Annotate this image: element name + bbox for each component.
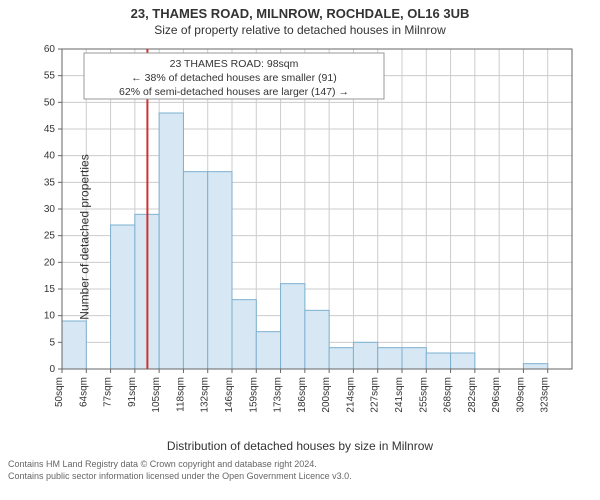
svg-text:64sqm: 64sqm: [78, 377, 89, 407]
footer-line-2: Contains public sector information licen…: [8, 471, 592, 483]
svg-text:132sqm: 132sqm: [200, 377, 211, 413]
svg-text:0: 0: [49, 364, 55, 375]
svg-text:35: 35: [44, 177, 56, 188]
svg-text:159sqm: 159sqm: [248, 377, 259, 413]
title-main: 23, THAMES ROAD, MILNROW, ROCHDALE, OL16…: [0, 0, 600, 21]
svg-text:296sqm: 296sqm: [491, 377, 502, 413]
svg-text:200sqm: 200sqm: [321, 377, 332, 413]
svg-text:268sqm: 268sqm: [443, 377, 454, 413]
svg-text:173sqm: 173sqm: [273, 377, 284, 413]
svg-text:40: 40: [44, 151, 56, 162]
y-axis-label: Number of detached properties: [78, 154, 92, 319]
svg-text:← 38% of detached houses are s: ← 38% of detached houses are smaller (91…: [131, 72, 336, 84]
svg-text:323sqm: 323sqm: [540, 377, 551, 413]
svg-text:50: 50: [44, 97, 56, 108]
title-sub: Size of property relative to detached ho…: [0, 23, 600, 37]
footer-attribution: Contains HM Land Registry data © Crown c…: [0, 453, 600, 482]
chart-area: Number of detached properties 0 5 10 15 20 25…: [0, 37, 600, 437]
svg-text:241sqm: 241sqm: [394, 377, 405, 413]
svg-text:25: 25: [44, 231, 56, 242]
svg-text:62% of semi-detached houses ar: 62% of semi-detached houses are larger (…: [119, 86, 349, 98]
svg-text:282sqm: 282sqm: [467, 377, 478, 413]
svg-text:55: 55: [44, 71, 56, 82]
svg-text:255sqm: 255sqm: [418, 377, 429, 413]
svg-text:91sqm: 91sqm: [127, 377, 138, 407]
svg-text:5: 5: [49, 337, 55, 348]
svg-text:15: 15: [44, 284, 56, 295]
svg-text:77sqm: 77sqm: [103, 377, 114, 407]
svg-text:20: 20: [44, 257, 56, 268]
svg-text:186sqm: 186sqm: [297, 377, 308, 413]
svg-text:60: 60: [44, 44, 56, 55]
svg-text:118sqm: 118sqm: [175, 377, 186, 412]
svg-text:146sqm: 146sqm: [224, 377, 235, 413]
svg-text:30: 30: [44, 204, 56, 215]
x-axis-label: Distribution of detached houses by size …: [0, 439, 600, 453]
svg-text:10: 10: [44, 311, 56, 322]
svg-text:23 THAMES ROAD: 98sqm: 23 THAMES ROAD: 98sqm: [170, 58, 299, 70]
svg-text:50sqm: 50sqm: [54, 377, 65, 407]
footer-line-1: Contains HM Land Registry data © Crown c…: [8, 459, 592, 471]
svg-text:227sqm: 227sqm: [370, 377, 381, 413]
svg-text:214sqm: 214sqm: [345, 377, 356, 413]
svg-text:309sqm: 309sqm: [515, 377, 526, 413]
svg-text:105sqm: 105sqm: [151, 377, 162, 413]
svg-text:45: 45: [44, 124, 56, 135]
